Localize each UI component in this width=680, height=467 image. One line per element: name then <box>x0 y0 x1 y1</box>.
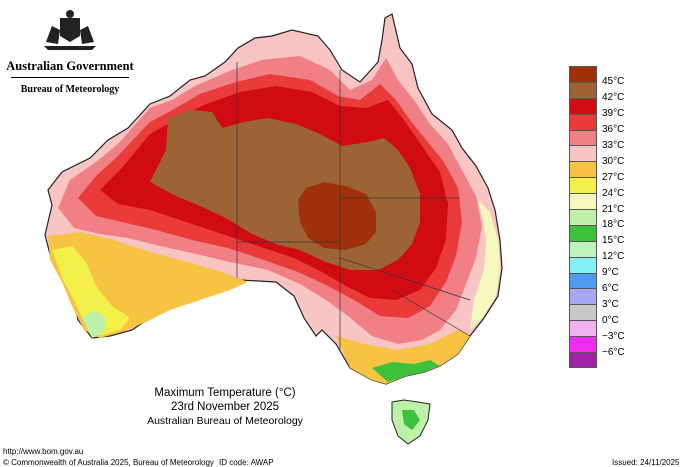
legend-entry: 18°C <box>569 209 625 230</box>
legend-entry <box>569 352 625 368</box>
legend-label: −3°C <box>602 330 625 342</box>
zone-se <box>336 330 470 384</box>
legend-swatch <box>569 272 597 289</box>
legend-swatch <box>569 145 597 162</box>
title-line-3: Australian Bureau of Meteorology <box>147 415 303 427</box>
legend-swatch <box>569 161 597 178</box>
footer-issued: Issued: 24/11/2025 <box>612 458 680 467</box>
zone-45 <box>298 182 376 250</box>
legend-swatch <box>569 352 597 368</box>
title-line-2: 23rd November 2025 <box>170 401 280 413</box>
temperature-legend: 45°C 42°C 39°C 36°C 33°C 30°C 27°C 24°C 21°C 18°C… <box>569 66 625 368</box>
legend-entry: 21°C <box>569 193 625 215</box>
legend-entry: 36°C <box>569 113 625 135</box>
legend-entry: −6°C <box>569 336 625 358</box>
legend-swatch <box>569 81 597 98</box>
legend-swatch <box>569 129 597 146</box>
legend-swatch <box>569 240 597 257</box>
legend-entry: 15°C <box>569 224 625 246</box>
legend-label: 45°C <box>602 76 625 88</box>
title-line-1: Maximum Temperature (°C) <box>154 387 296 399</box>
legend-swatch <box>569 113 597 130</box>
zone-se-green <box>372 360 440 382</box>
map-title: Maximum Temperature (°C) 23rd November 2… <box>110 386 340 428</box>
legend-swatch <box>569 97 597 114</box>
legend-swatch <box>569 209 597 225</box>
legend-swatch <box>569 193 597 210</box>
legend-swatch <box>569 66 597 82</box>
legend-label: 30°C <box>602 155 625 167</box>
legend-entry: −3°C <box>569 320 625 342</box>
zone-sw-cool <box>52 246 130 336</box>
legend-swatch <box>569 177 597 194</box>
zone-sw-green <box>82 310 106 338</box>
legend-entry: 12°C <box>569 240 625 262</box>
footer-copyright: © Commonwealth of Australia 2025, Bureau… <box>3 458 214 467</box>
zone-east-coast <box>470 200 500 330</box>
government-logo: Australian Government Bureau of Meteorol… <box>0 8 140 95</box>
legend-entry: 6°C <box>569 272 625 294</box>
legend-swatch <box>569 320 597 337</box>
legend-entry: 27°C <box>569 161 625 183</box>
legend-label: 36°C <box>602 124 625 136</box>
legend-swatch <box>569 336 597 353</box>
legend-entry: 45°C <box>569 66 625 87</box>
legend-label: 27°C <box>602 171 625 183</box>
footer-url[interactable]: http://www.bom.gov.au <box>3 447 84 456</box>
legend-label: 18°C <box>602 219 625 231</box>
bureau-name: Bureau of Meteorology <box>20 84 120 95</box>
legend-entry: 9°C <box>569 256 625 278</box>
legend-label: 42°C <box>602 92 625 104</box>
legend-entry: 33°C <box>569 129 625 151</box>
legend-entry: 42°C <box>569 81 625 103</box>
state-borders <box>236 62 471 350</box>
legend-label: 15°C <box>602 235 625 247</box>
legend-label: 21°C <box>602 203 625 215</box>
legend-label: 6°C <box>602 283 619 295</box>
government-name: Australian Government <box>6 59 134 73</box>
legend-entry: 39°C <box>569 97 625 119</box>
legend-label: 0°C <box>602 314 619 326</box>
legend-label: 24°C <box>602 187 625 199</box>
legend-entry: 0°C <box>569 304 625 326</box>
legend-label: 39°C <box>602 108 625 120</box>
tasmania-green <box>402 410 420 430</box>
legend-swatch <box>569 256 597 273</box>
footer-id-code: ID code: AWAP <box>219 458 274 467</box>
legend-entry: 24°C <box>569 177 625 199</box>
legend-entry: 30°C <box>569 145 625 167</box>
coat-of-arms-icon <box>44 10 96 50</box>
legend-label: 9°C <box>602 267 619 279</box>
legend-swatch <box>569 304 597 321</box>
logo-divider <box>11 77 129 78</box>
legend-entry: 3°C <box>569 288 625 310</box>
legend-label: 12°C <box>602 251 625 263</box>
legend-swatch <box>569 288 597 305</box>
legend-swatch <box>569 224 597 241</box>
legend-label: −6°C <box>602 346 625 358</box>
legend-label: 33°C <box>602 140 625 151</box>
legend-label: 3°C <box>602 298 619 310</box>
